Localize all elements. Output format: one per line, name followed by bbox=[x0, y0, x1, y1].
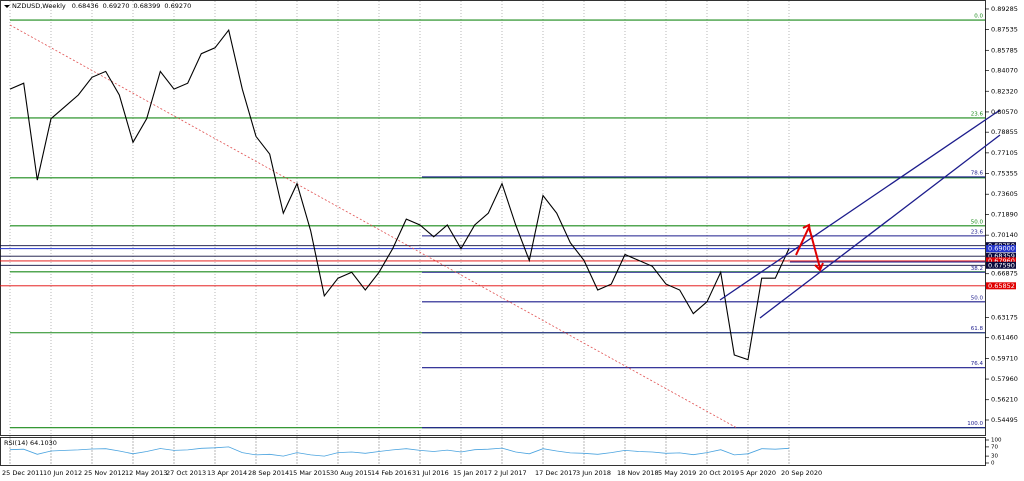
y-tick-label: 0.61460 bbox=[991, 334, 1018, 342]
x-tick-label: 31 Jul 2016 bbox=[412, 469, 449, 477]
x-tick-label: 27 Oct 2013 bbox=[166, 469, 206, 477]
x-tick-label: 3 Jun 2018 bbox=[576, 469, 611, 477]
level-label: 0.0 bbox=[974, 14, 983, 20]
marker-box bbox=[986, 261, 1016, 269]
level-label: 38.2 bbox=[971, 266, 983, 272]
rsi-tick-label: 30 bbox=[991, 454, 998, 460]
y-tick-label: 0.71890 bbox=[991, 210, 1018, 218]
y-tick-label: 0.66875 bbox=[991, 270, 1018, 278]
y-tick-label: 0.87535 bbox=[991, 26, 1018, 34]
level-label: 23.6 bbox=[971, 229, 984, 235]
grid bbox=[9, 1, 790, 465]
rsi-title: RSI(14) 64.1030 bbox=[4, 439, 57, 447]
y-tick-label: 0.84070 bbox=[991, 67, 1018, 75]
x-tick-label: 2 Jul 2017 bbox=[494, 469, 527, 477]
price-line bbox=[9, 28, 790, 361]
price bbox=[9, 28, 790, 361]
x-tick-label: 10 Jun 2012 bbox=[43, 469, 82, 477]
rsi-line bbox=[9, 446, 790, 457]
arrow-head bbox=[802, 223, 811, 233]
x-tick-label: 25 Dec 2011 bbox=[2, 469, 44, 477]
y-tick-label: 0.82320 bbox=[991, 87, 1018, 95]
rsi-tick-label: 0 bbox=[991, 461, 995, 467]
header-value: 0.68399 bbox=[134, 2, 161, 10]
level-label: 100.0 bbox=[967, 421, 983, 427]
y-tick-label: 0.78855 bbox=[991, 128, 1018, 136]
arrow-head bbox=[814, 262, 824, 272]
level-label: 23.6 bbox=[971, 111, 984, 117]
x-tick-label: 28 Sep 2014 bbox=[248, 469, 289, 477]
x-tick-label: 5 May 2019 bbox=[658, 469, 696, 477]
x-tick-label: 17 Dec 2017 bbox=[535, 469, 577, 477]
header-value: 0.69270 bbox=[103, 2, 130, 10]
marker-label: 0.65852 bbox=[988, 282, 1015, 290]
trend-line bbox=[9, 24, 738, 429]
y-tick-label: 0.70140 bbox=[991, 231, 1018, 239]
levels: 0.0 23.6 50.0 78.6 23.6 38.2 50.0 61.8 76.4 100.0 bbox=[0, 14, 985, 429]
marker-label: 0.68359 bbox=[988, 252, 1015, 260]
x-tick-label: 13 Apr 2014 bbox=[207, 469, 247, 477]
level-label: 78.6 bbox=[971, 170, 984, 176]
x-tick-label: 15 Jan 2017 bbox=[453, 469, 492, 477]
level-label: 61.8 bbox=[971, 326, 984, 332]
y-tick-label: 0.56210 bbox=[991, 396, 1018, 404]
marker-label: 0.69000 bbox=[988, 245, 1015, 253]
chart-title: NZDUSD,Weekly bbox=[12, 2, 66, 10]
y-tick-label: 0.59710 bbox=[991, 354, 1018, 362]
y-tick-label: 0.63175 bbox=[991, 313, 1018, 321]
y-tick-label: 0.89285 bbox=[991, 5, 1018, 13]
menu-icon[interactable] bbox=[4, 5, 10, 8]
y-tick-label: 0.73605 bbox=[991, 190, 1018, 198]
y-tick-label: 0.57960 bbox=[991, 375, 1018, 383]
y-tick-label: 0.75355 bbox=[991, 170, 1018, 178]
rsi-frame bbox=[0, 437, 986, 466]
y-tick-label: 0.77105 bbox=[991, 149, 1018, 157]
x-tick-label: 25 Nov 2012 bbox=[84, 469, 126, 477]
x-tick-label: 12 May 2013 bbox=[125, 469, 167, 477]
x-tick-label: 20 Sep 2020 bbox=[781, 469, 822, 477]
marker-box bbox=[986, 252, 1016, 260]
y-tick-label: 0.85785 bbox=[991, 46, 1018, 54]
header-value: 0.69270 bbox=[164, 2, 191, 10]
x-tick-label: 5 Apr 2020 bbox=[740, 469, 776, 477]
rsi-tick-label: 70 bbox=[991, 444, 998, 450]
x-tick-label: 15 Mar 2015 bbox=[289, 469, 330, 477]
x-tick-label: 20 Oct 2019 bbox=[699, 469, 739, 477]
channel-line bbox=[719, 109, 1001, 301]
marker-label: 0.67960 bbox=[988, 257, 1015, 265]
marker-box bbox=[986, 257, 1016, 265]
header-value: 0.68436 bbox=[72, 2, 99, 10]
marker-box bbox=[986, 282, 1016, 290]
channel-line bbox=[759, 134, 1001, 319]
level-label: 50.0 bbox=[971, 219, 984, 225]
marker-box bbox=[986, 245, 1016, 253]
x-tick-label: 14 Feb 2016 bbox=[371, 469, 411, 477]
level-label: 76.4 bbox=[971, 361, 984, 367]
x-tick-label: 18 Nov 2018 bbox=[617, 469, 659, 477]
y-tick-label: 0.54495 bbox=[991, 416, 1018, 424]
x-tick-label: 30 Aug 2015 bbox=[330, 469, 372, 477]
level-label: 50.0 bbox=[971, 295, 984, 301]
marker-label: 0.67590 bbox=[988, 261, 1015, 269]
rsi-tick-label: 100 bbox=[991, 438, 1002, 444]
y-tick-label: 0.80570 bbox=[991, 108, 1018, 116]
main-frame bbox=[0, 0, 986, 436]
